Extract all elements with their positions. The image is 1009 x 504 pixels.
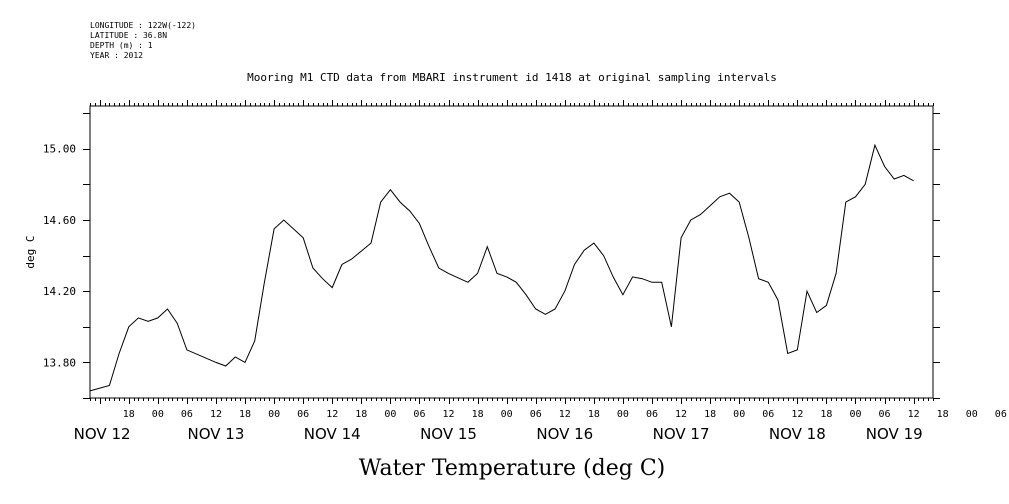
x-day-label: NOV 17 — [653, 425, 710, 443]
x-hour-label: 12 — [210, 409, 222, 420]
x-hour-label: 00 — [384, 409, 396, 420]
y-tick-labels: 13.80 14.20 14.60 15.00 — [43, 143, 76, 370]
x-hour-label: 00 — [733, 409, 745, 420]
x-axis-label: Water Temperature (deg C) — [359, 456, 666, 481]
x-day-label: NOV 13 — [188, 425, 245, 443]
x-hour-label: 00 — [849, 409, 861, 420]
series-line — [89, 143, 914, 392]
y-tick-label: 14.20 — [43, 285, 76, 298]
x-hour-label: 18 — [820, 409, 832, 420]
x-hour-label: 18 — [239, 409, 251, 420]
x-hour-label: 06 — [762, 409, 774, 420]
x-hour-label: 12 — [791, 409, 803, 420]
x-hour-label: 06 — [995, 409, 1007, 420]
x-hour-label: 00 — [268, 409, 280, 420]
x-hour-label: 00 — [501, 409, 513, 420]
meta-longitude: LONGITUDE : 122W(-122) — [90, 21, 196, 30]
x-hour-label: 06 — [879, 409, 891, 420]
x-day-label: NOV 19 — [866, 425, 923, 443]
x-hour-label: 06 — [181, 409, 193, 420]
axis-ticks — [83, 100, 940, 404]
y-tick-label: 15.00 — [43, 143, 76, 156]
meta-latitude: LATITUDE : 36.8N — [90, 31, 168, 40]
chart-title: Mooring M1 CTD data from MBARI instrumen… — [247, 71, 777, 84]
meta-year: YEAR : 2012 — [90, 51, 143, 60]
x-hour-label: 18 — [588, 409, 600, 420]
y-tick-label: 13.80 — [43, 356, 76, 369]
x-hour-label: 12 — [675, 409, 687, 420]
x-hour-label: 12 — [326, 409, 338, 420]
x-day-label: NOV 16 — [536, 425, 593, 443]
x-hour-label: 06 — [413, 409, 425, 420]
x-hour-label: 12 — [559, 409, 571, 420]
x-hour-label: 06 — [530, 409, 542, 420]
x-hour-label: 06 — [297, 409, 309, 420]
x-hour-label: 00 — [617, 409, 629, 420]
x-tick-labels: 18 00 06 12 18 00 06 12 18 00 06 12 18 00 06 12 18 00 06 12… — [74, 409, 1007, 443]
x-hour-label: 18 — [123, 409, 135, 420]
y-axis-label: deg C — [24, 235, 37, 268]
x-hour-label: 06 — [646, 409, 658, 420]
x-hour-label: 00 — [966, 409, 978, 420]
metadata-block: LONGITUDE : 122W(-122) LATITUDE : 36.8N … — [90, 21, 196, 61]
x-day-label: NOV 15 — [420, 425, 477, 443]
x-hour-label: 18 — [472, 409, 484, 420]
y-tick-label: 14.60 — [43, 214, 76, 227]
x-hour-label: 18 — [704, 409, 716, 420]
x-hour-label: 18 — [355, 409, 367, 420]
x-day-label: NOV 14 — [304, 425, 361, 443]
x-hour-label: 12 — [908, 409, 920, 420]
x-day-label: NOV 18 — [769, 425, 826, 443]
meta-depth: DEPTH (m) : 1 — [90, 41, 153, 50]
x-hour-label: 18 — [937, 409, 949, 420]
x-day-label: NOV 12 — [74, 425, 131, 443]
x-hour-label: 12 — [442, 409, 454, 420]
x-hour-label: 00 — [152, 409, 164, 420]
plot-frame — [89, 105, 934, 399]
